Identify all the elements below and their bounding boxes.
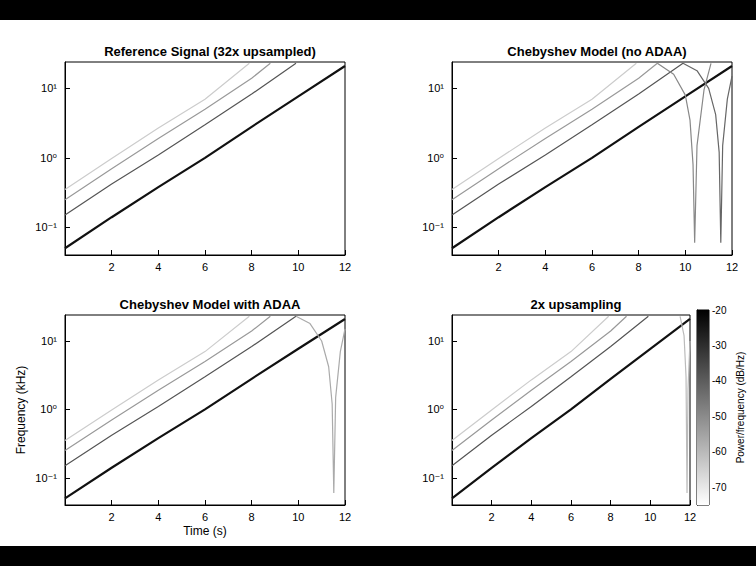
svg-text:Power/frequency (dB/Hz): Power/frequency (dB/Hz) (735, 352, 746, 464)
svg-text:10¹: 10¹ (41, 82, 57, 94)
svg-text:8: 8 (636, 261, 642, 273)
svg-text:10: 10 (644, 511, 656, 523)
svg-text:2: 2 (489, 511, 495, 523)
svg-text:12: 12 (726, 261, 738, 273)
svg-text:2: 2 (109, 261, 115, 273)
svg-text:-20: -20 (712, 305, 727, 316)
svg-text:12: 12 (339, 511, 351, 523)
svg-text:-60: -60 (712, 446, 727, 457)
svg-text:Reference Signal (32x upsample: Reference Signal (32x upsampled) (104, 44, 316, 59)
svg-text:-40: -40 (712, 375, 727, 386)
svg-text:8: 8 (608, 511, 614, 523)
svg-text:Frequency (kHz): Frequency (kHz) (14, 366, 28, 455)
svg-text:-30: -30 (712, 340, 727, 351)
svg-text:4: 4 (155, 261, 161, 273)
svg-text:10⁻¹: 10⁻¹ (422, 472, 444, 484)
svg-text:10: 10 (292, 511, 304, 523)
svg-text:6: 6 (202, 511, 208, 523)
svg-text:10: 10 (292, 261, 304, 273)
svg-text:Chebyshev Model (no ADAA): Chebyshev Model (no ADAA) (507, 44, 686, 59)
svg-text:10⁻¹: 10⁻¹ (35, 221, 57, 233)
svg-text:6: 6 (568, 511, 574, 523)
svg-text:10⁰: 10⁰ (40, 403, 57, 415)
svg-text:4: 4 (542, 261, 548, 273)
svg-text:10¹: 10¹ (41, 335, 57, 347)
svg-text:10¹: 10¹ (428, 335, 444, 347)
svg-text:8: 8 (249, 511, 255, 523)
svg-text:2: 2 (109, 511, 115, 523)
svg-text:10⁰: 10⁰ (427, 403, 444, 415)
svg-text:10: 10 (679, 261, 691, 273)
svg-text:2x upsampling: 2x upsampling (530, 297, 621, 312)
svg-text:8: 8 (249, 261, 255, 273)
svg-text:4: 4 (155, 511, 161, 523)
svg-text:4: 4 (528, 511, 534, 523)
svg-text:Time (s): Time (s) (183, 524, 227, 538)
svg-text:10⁻¹: 10⁻¹ (35, 472, 57, 484)
svg-text:12: 12 (684, 511, 696, 523)
svg-text:10⁰: 10⁰ (40, 152, 57, 164)
svg-text:6: 6 (589, 261, 595, 273)
svg-text:-50: -50 (712, 411, 727, 422)
svg-text:Chebyshev Model with ADAA: Chebyshev Model with ADAA (120, 297, 301, 312)
svg-text:12: 12 (339, 261, 351, 273)
svg-text:10¹: 10¹ (428, 82, 444, 94)
svg-text:10⁻¹: 10⁻¹ (422, 221, 444, 233)
svg-text:-70: -70 (712, 482, 727, 493)
svg-text:6: 6 (202, 261, 208, 273)
svg-text:2: 2 (496, 261, 502, 273)
svg-text:10⁰: 10⁰ (427, 152, 444, 164)
